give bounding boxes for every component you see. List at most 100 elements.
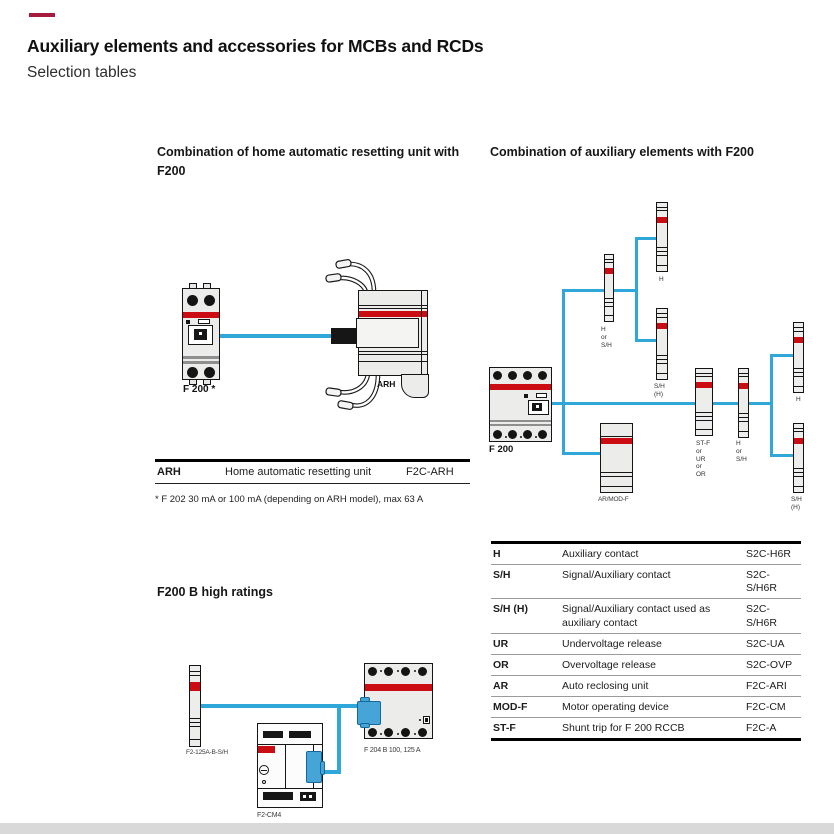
cell-code: F2C-CM — [744, 696, 801, 719]
f204b-red-stripe — [365, 684, 432, 691]
wire-blue — [635, 237, 658, 240]
screw-icon — [538, 371, 547, 380]
cm4-blue-connector-tab — [320, 761, 325, 775]
f200-detail-line — [183, 356, 219, 359]
wire-blue — [562, 289, 636, 292]
terminal-dot — [414, 670, 416, 672]
f200-4p-detail-dot — [524, 394, 528, 398]
cell-description: Home automatic resetting unit — [225, 466, 372, 478]
terminal-dot — [414, 733, 416, 735]
cell-code: F2C-ARH — [406, 466, 454, 478]
screw-icon — [187, 367, 198, 378]
screw-icon — [204, 367, 215, 378]
wire-blue — [562, 289, 565, 455]
section-heading-aux: Combination of auxiliary elements with F… — [490, 145, 754, 159]
terminal-dot — [520, 436, 522, 438]
cell-code: S2C-S/H6R — [744, 598, 801, 634]
arh-detail-line — [359, 361, 427, 362]
terminal-dot — [397, 670, 399, 672]
aux-device-top — [656, 202, 668, 272]
f200-detail-dot — [186, 320, 190, 324]
cell-description: Auto reclosing unit — [560, 675, 744, 698]
cell-description: Overvoltage release — [560, 654, 744, 676]
terminal-dot — [505, 436, 507, 438]
table-row: S/H Signal/Auxiliary contact S2C-S/H6R — [491, 564, 801, 600]
wire-blue — [321, 770, 340, 774]
screw-icon — [368, 728, 377, 737]
aux-device-center — [604, 254, 614, 322]
screw-icon — [508, 430, 517, 439]
screw-icon — [493, 430, 502, 439]
cell-code: F2C-A — [744, 717, 801, 742]
arh-detail-line — [359, 308, 427, 309]
f200-4p-red-stripe — [490, 384, 551, 390]
screw-icon — [418, 667, 427, 676]
page-subtitle: Selection tables — [27, 64, 137, 81]
cell-abbr: ST-F — [491, 717, 560, 742]
arh-plug-connector — [331, 328, 358, 344]
accent-dash — [29, 13, 55, 17]
cm4-detail-line — [258, 744, 322, 745]
f2-125a-label: F2-125A-B-S/H — [186, 749, 228, 756]
table-row: OR Overvoltage release S2C-OVP — [491, 654, 801, 676]
aux-label: ST-F or UR or OR — [696, 440, 711, 479]
wire-blue — [770, 354, 795, 357]
f200-detail-tab — [198, 319, 210, 324]
cm4-detail-dot — [262, 780, 266, 784]
cell-description: Shunt trip for F 200 RCCB — [560, 717, 744, 742]
wire-blue — [770, 454, 795, 457]
arh-detail-line — [359, 354, 427, 355]
cell-abbr: MOD-F — [491, 696, 560, 719]
armodf-detail-line — [601, 472, 632, 473]
cell-abbr: AR — [491, 675, 560, 698]
cell-description: Motor operating device — [560, 696, 744, 719]
wire-blue — [562, 452, 602, 455]
cell-abbr: ARH — [157, 466, 181, 478]
arh-front-panel — [356, 318, 419, 348]
cm4-indicator-dot — [309, 795, 312, 798]
wire-blue — [635, 339, 658, 342]
cell-code: S2C-H6R — [744, 542, 801, 566]
aux-label: H or S/H — [736, 440, 747, 463]
screw-icon — [187, 295, 198, 306]
screw-icon — [384, 667, 393, 676]
f204b-detail-dot — [419, 719, 421, 721]
f204b-label: F 204 B 100, 125 A — [364, 747, 421, 754]
f200-4p-switch-dot — [536, 405, 539, 408]
cell-abbr: S/H — [491, 564, 560, 600]
aux-label: S/H (H) — [654, 383, 665, 398]
arh-detail-line — [359, 305, 427, 306]
arh-device-label: ARH — [377, 379, 396, 389]
aux-label: S/H (H) — [791, 496, 802, 511]
armodf-red-stripe — [601, 438, 632, 444]
f200-detail-line — [183, 361, 219, 364]
cm4-indicator — [300, 792, 316, 801]
wire-blue — [770, 354, 773, 456]
armodf-device-illustration — [600, 423, 633, 493]
armodf-detail-line — [601, 486, 632, 487]
screw-icon — [493, 371, 502, 380]
cell-abbr: UR — [491, 633, 560, 655]
f200-red-stripe — [183, 312, 219, 318]
cell-abbr: OR — [491, 654, 560, 676]
terminal-dot — [380, 670, 382, 672]
arh-red-stripe — [359, 311, 427, 317]
cell-code: S2C-S/H6R — [744, 564, 801, 600]
arh-detail-line — [421, 291, 423, 375]
wire-blue — [220, 334, 333, 338]
table-row: H Auxiliary contact S2C-H6R — [491, 542, 801, 566]
cell-description: Auxiliary contact — [560, 542, 744, 566]
f200-switch-dot — [199, 332, 202, 335]
aux-label: H or S/H — [601, 326, 612, 349]
screw-icon — [401, 728, 410, 737]
f200-4p-detail-tab — [536, 393, 547, 398]
terminal-dot — [397, 733, 399, 735]
aux-label: H — [796, 396, 801, 403]
aux-label: H — [659, 276, 664, 283]
screw-icon — [523, 371, 532, 380]
screw-icon — [204, 295, 215, 306]
section-heading-f200b: F200 B high ratings — [157, 585, 273, 599]
aux-device-release — [695, 368, 713, 436]
f2-cm4-label: F2-CM4 — [257, 812, 282, 819]
screw-icon — [538, 430, 547, 439]
